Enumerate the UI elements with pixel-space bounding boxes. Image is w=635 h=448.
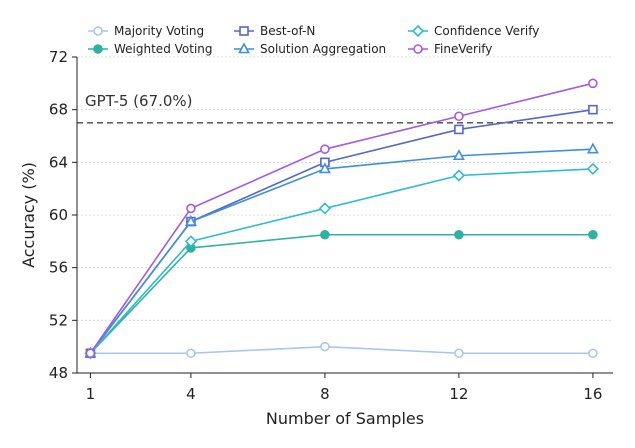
data-point-majority-voting [588,348,598,359]
series-line-solution-aggregation [89,148,593,354]
series-line-confidence-verify [89,168,593,354]
x-tick-label: 4 [186,385,196,403]
data-point-solution-aggregation [586,142,599,154]
y-tick-label: 68 [49,101,68,119]
data-point-majority-voting [320,341,330,352]
legend-marker [238,42,250,54]
data-point-majority-voting [186,348,196,359]
x-tick-label: 8 [320,385,330,403]
y-tick-label: 72 [49,48,68,66]
legend-marker [413,44,423,54]
x-axis-label: Number of Samples [266,409,424,428]
data-point-confidence-verify [318,202,332,215]
legend-item-solution-aggregation: Solution Aggregation [234,42,386,56]
series-line-best-of-n [89,108,594,354]
legend-item-best-of-n: Best-of-N [234,24,315,38]
legend-label: Weighted Voting [114,42,213,56]
data-point-confidence-verify [586,162,600,176]
legend-marker [239,26,249,36]
legend-item-fineverify: FineVerify [408,42,492,56]
y-tick-label: 52 [49,311,68,329]
legend-marker [93,26,103,36]
data-point-fineverify [320,144,330,154]
data-point-fineverify [588,78,598,89]
series-line-majority-voting [90,345,593,355]
legend-marker [93,44,103,54]
data-point-confidence-verify [452,169,466,182]
series-fineverify [85,78,598,359]
data-point-fineverify [186,203,196,214]
data-point-majority-voting [454,348,464,359]
grid [77,56,613,374]
data-point-weighted-voting [320,229,330,240]
legend-item-majority-voting: Majority Voting [88,24,204,38]
series-group [84,78,600,360]
series-line-weighted-voting [89,233,593,354]
data-point-solution-aggregation [452,149,465,161]
data-point-fineverify [454,111,464,122]
series-confidence-verify [84,162,600,360]
y-tick-label: 56 [49,259,68,277]
legend-label: Confidence Verify [434,24,539,38]
data-point-weighted-voting [454,229,464,240]
series-majority-voting [85,341,598,359]
y-tick-label: 60 [49,206,68,224]
legend-label: Solution Aggregation [260,42,386,56]
y-tick-label: 48 [49,364,68,382]
legend-label: Best-of-N [260,24,315,38]
series-best-of-n [85,104,598,359]
y-tick-label: 64 [49,153,68,171]
legend: Majority Voting Weighted Voting Best-of-N S… [88,24,539,56]
legend-item-weighted-voting: Weighted Voting [88,42,213,56]
legend-item-confidence-verify: Confidence Verify [408,24,539,38]
legend-marker [411,24,425,38]
data-point-weighted-voting [588,229,598,240]
data-point-solution-aggregation [318,162,331,174]
data-point-confidence-verify [184,235,198,248]
x-tick-label: 1 [86,385,96,403]
x-tick-label: 16 [583,385,602,403]
legend-label: Majority Voting [114,24,204,38]
data-point-best-of-n [454,124,464,135]
data-point-solution-aggregation [184,214,197,226]
x-tick-label: 12 [449,385,468,403]
reference-line-label: GPT-5 (67.0%) [85,92,193,110]
y-axis-label: Accuracy (%) [19,162,38,268]
data-point-fineverify [85,348,96,359]
data-point-best-of-n [588,104,598,115]
legend-label: FineVerify [434,42,492,56]
series-line-fineverify [89,82,594,354]
